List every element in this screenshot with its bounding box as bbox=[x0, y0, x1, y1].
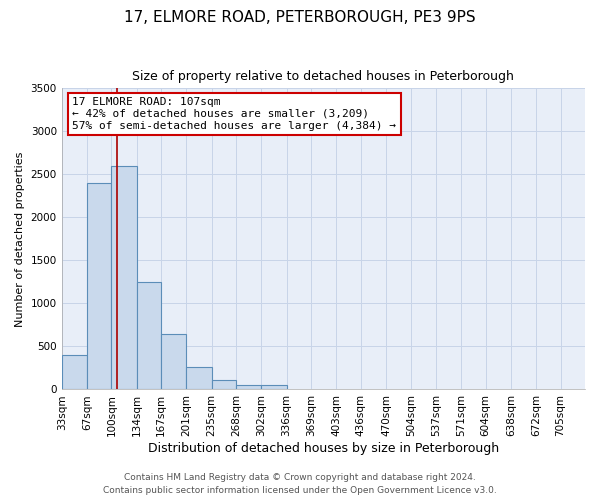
Text: 17, ELMORE ROAD, PETERBOROUGH, PE3 9PS: 17, ELMORE ROAD, PETERBOROUGH, PE3 9PS bbox=[124, 10, 476, 25]
Y-axis label: Number of detached properties: Number of detached properties bbox=[15, 151, 25, 326]
Bar bbox=[112, 166, 137, 390]
Bar bbox=[62, 355, 87, 390]
Bar bbox=[236, 385, 262, 390]
Bar bbox=[187, 367, 212, 390]
X-axis label: Distribution of detached houses by size in Peterborough: Distribution of detached houses by size … bbox=[148, 442, 499, 455]
Bar bbox=[87, 183, 112, 390]
Bar bbox=[212, 380, 236, 390]
Text: 17 ELMORE ROAD: 107sqm
← 42% of detached houses are smaller (3,209)
57% of semi-: 17 ELMORE ROAD: 107sqm ← 42% of detached… bbox=[72, 98, 396, 130]
Bar bbox=[262, 385, 287, 390]
Text: Contains HM Land Registry data © Crown copyright and database right 2024.
Contai: Contains HM Land Registry data © Crown c… bbox=[103, 474, 497, 495]
Bar bbox=[161, 334, 187, 390]
Bar bbox=[137, 282, 161, 390]
Title: Size of property relative to detached houses in Peterborough: Size of property relative to detached ho… bbox=[133, 70, 514, 83]
